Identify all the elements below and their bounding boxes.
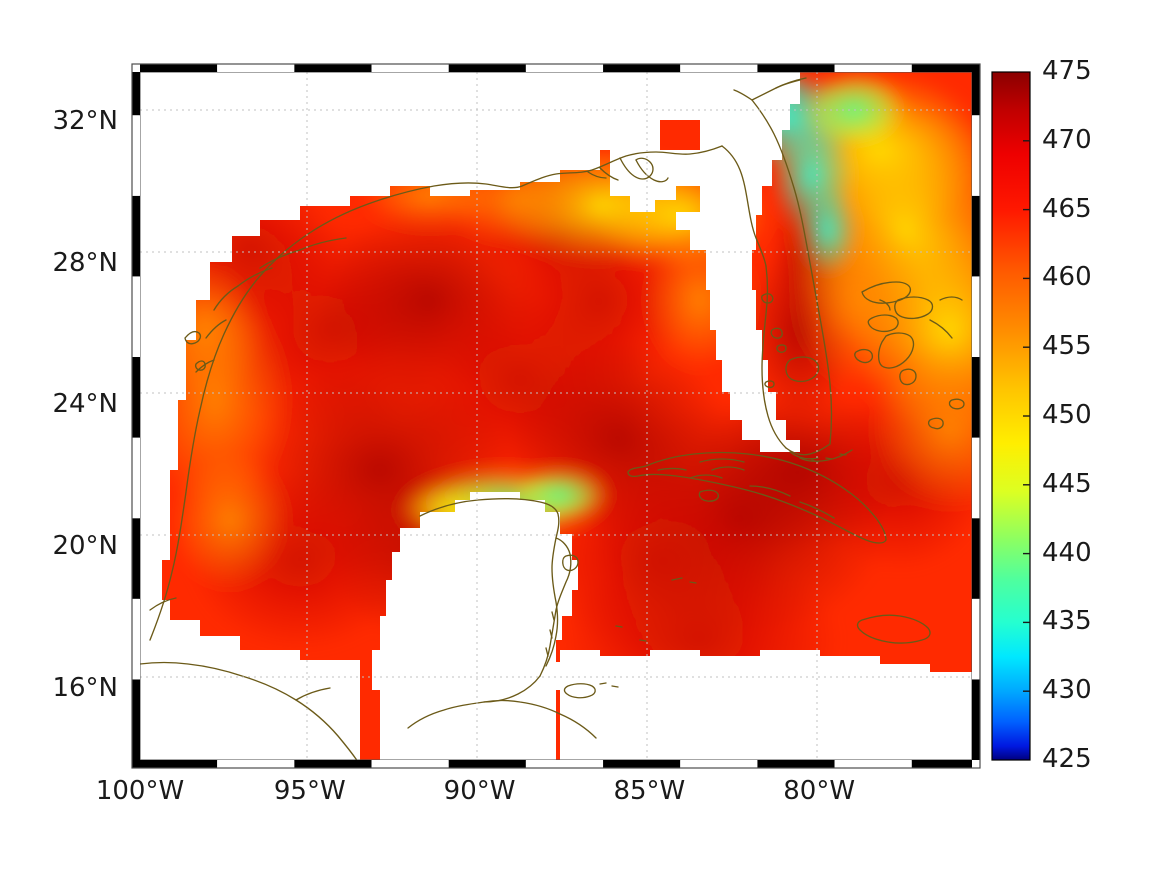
colorbar-tick-label: 455: [1042, 331, 1092, 362]
frame-checker-segment: [525, 64, 604, 72]
y-tick-label: 32°N: [52, 105, 118, 136]
y-tick-label: 20°N: [52, 531, 118, 562]
colorbar-tick-label: 430: [1042, 675, 1092, 706]
colorbar-tick-label: 460: [1042, 262, 1092, 293]
colorbar-tick-label: 470: [1042, 124, 1092, 155]
frame-checker-segment: [972, 115, 980, 196]
frame-checker-segment: [680, 64, 758, 72]
y-tick-label: 16°N: [52, 673, 118, 704]
frame-checker-segment: [448, 64, 526, 72]
frame-checker-segment: [132, 115, 140, 196]
frame-checker-segment: [132, 679, 140, 760]
coastline-layer: [140, 77, 965, 760]
frame-checker-segment: [132, 72, 140, 116]
data-raster-layer: [140, 72, 972, 760]
frame-checker-segment: [972, 357, 980, 438]
frame-checker-segment: [217, 64, 295, 72]
frame-checker-segment: [132, 760, 140, 768]
x-tick-label: 80°W: [783, 776, 856, 806]
gridlines: [140, 72, 972, 760]
x-tick-label: 85°W: [613, 776, 686, 806]
frame-checker-segment: [603, 760, 681, 768]
frame-checker-segment: [132, 437, 140, 519]
frame-checker-segment: [834, 760, 912, 768]
colorbar-tick-label: 465: [1042, 193, 1092, 224]
frame-checker-segment: [972, 598, 980, 680]
frame-checker-segment: [834, 64, 912, 72]
frame-checker-segment: [757, 64, 835, 72]
frame-checker-segment: [132, 276, 140, 358]
frame-checker-segment: [972, 64, 980, 72]
colorbar-tick-label: 435: [1042, 606, 1092, 637]
frame-checker-segment: [371, 760, 449, 768]
frame-checker-segment: [132, 195, 140, 277]
frame-checker-segment: [525, 760, 604, 768]
colorbar-ticks: [1023, 140, 1030, 692]
colorbar-tick-label: 425: [1042, 744, 1092, 774]
colorbar[interactable]: [991, 71, 1031, 761]
frame-checker-segment: [911, 64, 972, 72]
frame-checker-segment: [132, 518, 140, 599]
frame-checker-segment: [972, 72, 980, 116]
frame-checker-segment: [972, 518, 980, 599]
x-tick-label: 100°W: [95, 776, 185, 806]
frame-checker-segment: [294, 64, 372, 72]
frame-checker-segment: [972, 679, 980, 760]
frame-checker-segment: [217, 760, 295, 768]
frame-checker-segment: [132, 598, 140, 680]
frame-checker-segment: [680, 760, 758, 768]
map-frame: [131, 63, 981, 769]
frame-checker-segment: [140, 760, 218, 768]
frame-checker-segment: [448, 760, 526, 768]
colorbar-tick-label: 450: [1042, 400, 1092, 430]
frame-checker-segment: [140, 64, 218, 72]
frame-checker-segment: [132, 357, 140, 438]
x-tick-label: 90°W: [443, 776, 516, 806]
x-tick-label: 95°W: [273, 776, 346, 806]
frame-checker-segment: [294, 760, 372, 768]
y-tick-label: 24°N: [52, 389, 118, 420]
frame-checker-segment: [911, 760, 972, 768]
frame-checker-segment: [972, 195, 980, 277]
y-tick-label: 28°N: [52, 247, 118, 278]
frame-checker-segment: [972, 276, 980, 358]
colorbar-tick-label: 445: [1042, 468, 1092, 499]
frame-checker-segment: [603, 64, 681, 72]
frame-checker-segment: [757, 760, 835, 768]
frame-checker-segment: [972, 760, 980, 768]
frame-checker-segment: [132, 64, 140, 72]
frame-checker-segment: [371, 64, 449, 72]
colorbar-tick-label: 440: [1042, 537, 1092, 568]
frame-checker-segment: [972, 437, 980, 519]
colorbar-tick-label: 475: [1042, 56, 1092, 86]
